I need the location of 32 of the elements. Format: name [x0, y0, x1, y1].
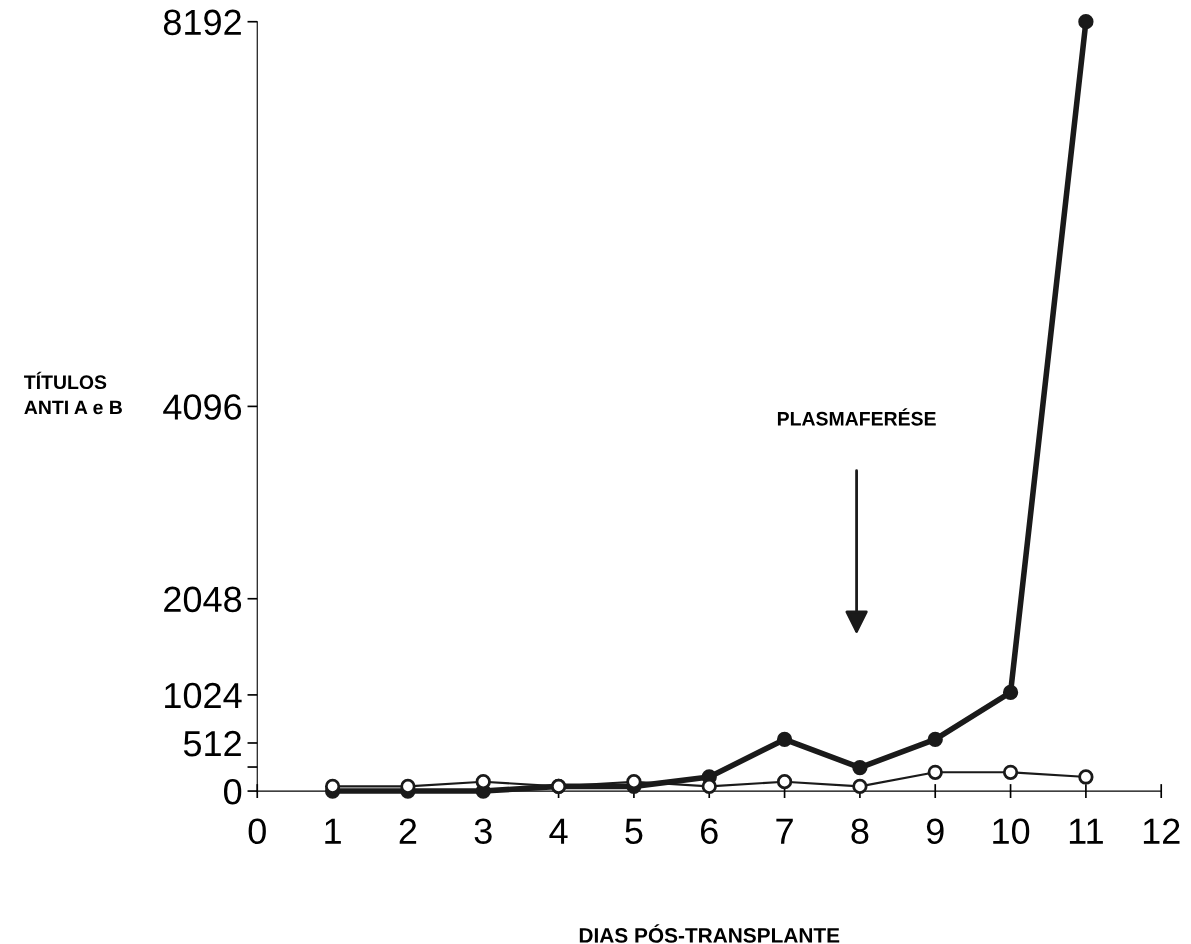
- x-tick-label: 12: [1143, 818, 1180, 844]
- x-tick-label: 5: [625, 818, 643, 844]
- y-tick-label: 512: [183, 730, 241, 757]
- x-tick-label: 9: [926, 818, 944, 844]
- point: [927, 764, 943, 780]
- x-tick-label: 2: [399, 818, 417, 844]
- point: [776, 731, 793, 748]
- y-tick-label: 8192: [163, 9, 241, 36]
- point: [927, 731, 943, 748]
- x-tick-label: 7: [776, 818, 793, 844]
- annotation: PLASMAFERÉSE: [777, 408, 936, 426]
- point: [1002, 764, 1019, 780]
- point: [1078, 14, 1094, 30]
- x-tick-label: 8: [851, 818, 869, 844]
- x-tick-label: 3: [474, 818, 492, 844]
- y-tick-label: 2048: [164, 586, 242, 613]
- point: [1002, 684, 1019, 701]
- y-tick-label: 4096: [163, 394, 242, 420]
- x-tick-label: 1: [325, 818, 341, 844]
- point: [776, 774, 793, 790]
- x-tick-label: 10: [993, 818, 1030, 844]
- point: [852, 778, 868, 795]
- y-axis-title: TÍTULOS ANTI A e B: [24, 371, 122, 415]
- x-tick-label: 6: [701, 818, 718, 844]
- point: [1078, 769, 1094, 785]
- point: [852, 759, 868, 776]
- y-tick-label: 0: [224, 778, 242, 805]
- x-tick-label: 0: [248, 818, 266, 844]
- y-tick-label: 1024: [165, 682, 242, 709]
- x-tick-label: 4: [549, 818, 568, 844]
- x-axis-title: DIAS PÓS-TRANSPLANTE: [579, 924, 840, 943]
- x-tick-label: 11: [1069, 818, 1103, 844]
